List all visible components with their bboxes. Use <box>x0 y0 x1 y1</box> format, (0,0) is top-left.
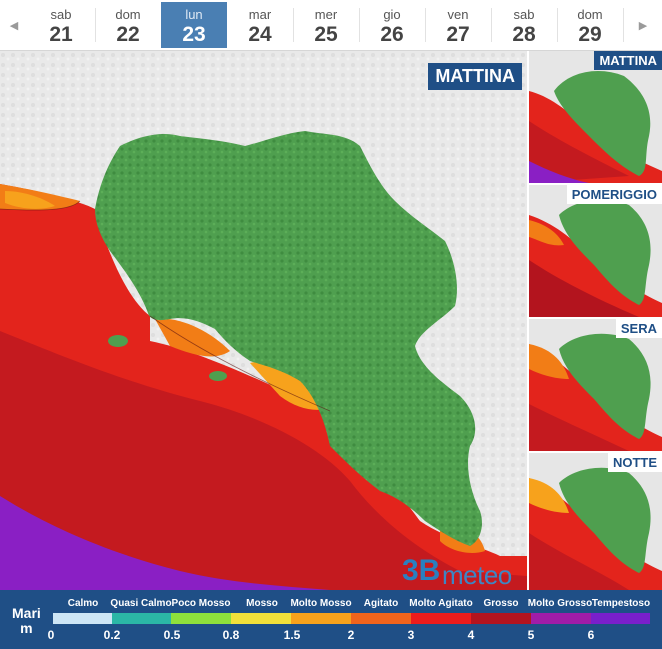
legend-swatch-grosso <box>471 613 531 624</box>
thumbnail-map <box>529 51 662 183</box>
thumbnail-sera[interactable]: SERA <box>529 319 662 451</box>
legend-label-tempestoso: Tempestoso <box>591 598 651 609</box>
day-name: sab <box>50 7 72 22</box>
thumbnail-map <box>529 453 662 590</box>
day-tab-mar-24[interactable]: mar 24 <box>227 2 293 48</box>
day-tab-mer-25[interactable]: mer 25 <box>293 2 359 48</box>
legend-title-line2: m <box>20 620 33 636</box>
day-name: gio <box>383 7 401 22</box>
day-name: mer <box>314 7 338 22</box>
day-name: dom <box>115 7 141 22</box>
day-date: 25 <box>314 23 338 46</box>
legend-label-grosso: Grosso <box>483 598 519 609</box>
3bmeteo-logo: 3B meteo <box>402 554 524 590</box>
legend-label-molto-grosso: Molto Grosso <box>527 598 593 609</box>
day-selector: ◀ sab 21 dom 22 lun 23 mar 24 mer 25 gio… <box>0 0 662 51</box>
legend-tick: 0 <box>47 628 55 642</box>
day-date: 26 <box>380 23 404 46</box>
day-date: 27 <box>446 23 470 46</box>
legend-label-quasi-calmo: Quasi Calmo <box>110 598 172 609</box>
thumbnail-label: POMERIGGIO <box>566 185 662 204</box>
day-name: mar <box>248 7 272 22</box>
legend-tick: 0.5 <box>163 628 181 642</box>
day-tab-sab-21[interactable]: sab 21 <box>28 2 94 48</box>
legend-swatch-molto-grosso <box>531 613 591 624</box>
thumbnail-label: SERA <box>615 319 662 338</box>
day-date: 23 <box>182 23 206 46</box>
legend-tick: 4 <box>467 628 475 642</box>
legend-swatch-quasi-calmo <box>112 613 171 624</box>
legend-swatch-tempestoso <box>591 613 650 624</box>
thumbnail-map <box>529 319 662 451</box>
legend-swatch-agitato <box>351 613 411 624</box>
legend-tick: 0.2 <box>103 628 121 642</box>
thumbnail-notte[interactable]: NOTTE <box>529 453 662 590</box>
day-name: dom <box>577 7 603 22</box>
day-tab-ven-27[interactable]: ven 27 <box>425 2 491 48</box>
legend-swatch-molto-agitato <box>411 613 471 624</box>
thumbnail-label: NOTTE <box>607 453 662 472</box>
legend-label-agitato: Agitato <box>363 598 399 609</box>
day-tab-gio-26[interactable]: gio 26 <box>359 2 425 48</box>
legend-label-calmo: Calmo <box>67 598 99 609</box>
day-tab-dom-22[interactable]: dom 22 <box>95 2 161 48</box>
thumbnail-pomeriggio[interactable]: POMERIGGIO <box>529 185 662 317</box>
day-tab-sab-28[interactable]: sab 28 <box>491 2 557 48</box>
day-date: 21 <box>49 23 73 46</box>
legend-swatch-calmo <box>53 613 112 624</box>
day-name: ven <box>447 7 469 22</box>
map-image <box>0 51 527 590</box>
legend-tick: 5 <box>527 628 535 642</box>
legend-tick: 2 <box>347 628 355 642</box>
legend-tick: 0.8 <box>222 628 240 642</box>
sea-state-map: MATTINA 3B meteo <box>0 51 527 590</box>
day-name: lun <box>185 7 203 22</box>
day-date: 22 <box>116 23 140 46</box>
legend-label-poco-mosso: Poco Mosso <box>171 598 231 609</box>
logo-text: meteo <box>442 560 512 590</box>
legend-title: Mari m <box>12 606 41 636</box>
legend-swatch-molto-mosso <box>291 613 351 624</box>
day-tab-dom-29[interactable]: dom 29 <box>557 2 623 48</box>
logo-number: 3B <box>402 554 441 587</box>
thumbnail-mattina[interactable]: MATTINA <box>529 51 662 183</box>
day-date: 24 <box>248 23 272 46</box>
day-tab-lun-23[interactable]: lun 23 <box>161 2 227 48</box>
period-label: MATTINA <box>428 63 522 90</box>
prev-day-arrow-icon[interactable]: ◀ <box>9 19 19 32</box>
next-day-arrow-icon[interactable]: ▶ <box>638 19 648 32</box>
legend-title-line1: Mari <box>12 605 41 621</box>
day-name: sab <box>513 7 535 22</box>
legend-label-mosso: Mosso <box>246 598 278 609</box>
thumbnail-label: MATTINA <box>594 51 662 70</box>
legend-tick: 1.5 <box>283 628 301 642</box>
day-date: 29 <box>578 23 602 46</box>
legend-label-molto-mosso: Molto Mosso <box>290 598 352 609</box>
legend-tick: 3 <box>407 628 415 642</box>
legend-swatch-poco-mosso <box>171 613 231 624</box>
legend-tick: 6 <box>587 628 595 642</box>
legend-swatch-mosso <box>231 613 291 624</box>
day-date: 28 <box>512 23 536 46</box>
legend-label-molto-agitato: Molto Agitato <box>409 598 473 609</box>
thumbnail-map <box>529 185 662 317</box>
sea-legend: Mari m Calmo Quasi Calmo Poco Mosso Moss… <box>0 590 662 649</box>
